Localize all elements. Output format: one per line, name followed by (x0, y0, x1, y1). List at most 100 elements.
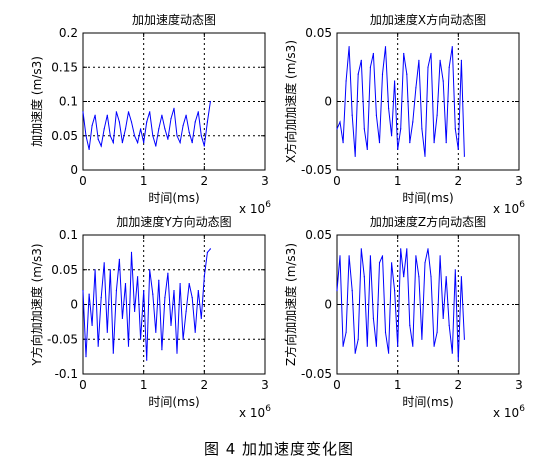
data-point (179, 283, 181, 285)
data-point (103, 128, 105, 130)
data-point (375, 345, 377, 347)
y-axis-label: X方向加加速度 (m/s3) (283, 40, 298, 163)
x-tick-label: 1 (394, 174, 402, 188)
data-point (463, 338, 465, 340)
data-point (191, 297, 193, 299)
y-tick-label: 0.05 (305, 26, 332, 40)
data-point (140, 338, 142, 340)
x-multiplier-base: x 10 (493, 202, 519, 216)
data-point (106, 114, 108, 116)
data-point (149, 269, 151, 271)
data-point (109, 135, 111, 137)
data-point (445, 142, 447, 144)
data-point (152, 293, 154, 295)
data-point (448, 324, 450, 326)
x-axis-label: 时间(ms) (148, 395, 199, 409)
chart-title: 加加速度动态图 (132, 12, 216, 27)
data-point (463, 155, 465, 157)
data-point (88, 148, 90, 150)
data-point (127, 111, 130, 113)
data-point (366, 148, 368, 150)
data-point (460, 59, 462, 62)
data-point (421, 338, 423, 340)
data-point (173, 107, 175, 109)
data-point (203, 276, 205, 278)
data-point (155, 331, 157, 333)
x-multiplier: x 106 (239, 404, 271, 420)
data-point (134, 135, 136, 137)
data-point (403, 52, 405, 55)
data-point (194, 331, 196, 333)
data-point (182, 124, 184, 127)
data-point (149, 111, 151, 113)
data-point (342, 345, 344, 347)
data-point (448, 66, 450, 68)
data-point (406, 73, 408, 75)
y-tick-label: 0 (70, 163, 78, 177)
data-point (109, 269, 111, 271)
data-point (158, 279, 160, 281)
data-point (115, 290, 117, 292)
data-point (130, 121, 133, 123)
data-point (97, 138, 99, 140)
x-tick-label: 2 (201, 174, 209, 188)
data-point (451, 352, 453, 354)
data-point (161, 349, 163, 351)
data-point (185, 114, 187, 116)
data-point (170, 118, 172, 120)
data-point (152, 135, 154, 137)
data-point (176, 352, 178, 354)
y-axis-label: Y方向加加速度 (m/s3) (29, 243, 44, 366)
data-point (197, 111, 199, 113)
data-point (82, 290, 84, 292)
data-point (140, 128, 142, 130)
data-point (100, 297, 102, 299)
data-point (433, 142, 435, 144)
data-point (378, 262, 381, 264)
y-tick-label: -0.1 (55, 367, 78, 381)
data-point (115, 111, 117, 113)
data-point (194, 121, 196, 123)
data-point (384, 331, 387, 333)
x-tick-label: 3 (261, 378, 269, 392)
data-point (451, 46, 453, 48)
data-point (127, 345, 130, 347)
x-tick-label: 2 (455, 174, 463, 188)
data-point (436, 331, 438, 333)
data-point (433, 345, 435, 347)
data-point (357, 73, 359, 75)
data-point (412, 345, 414, 347)
data-point (130, 251, 133, 253)
data-point (188, 131, 190, 133)
data-point (146, 359, 148, 361)
data-point (85, 135, 87, 137)
data-point (112, 142, 114, 144)
data-point (400, 128, 402, 130)
y-tick-label: 0 (324, 95, 332, 109)
data-point (124, 128, 127, 130)
data-point (442, 317, 444, 319)
data-point (88, 293, 90, 295)
data-point (91, 124, 93, 127)
x-multiplier: x 106 (493, 200, 525, 216)
data-point (94, 269, 96, 271)
data-point (345, 80, 347, 82)
x-multiplier: x 106 (239, 200, 271, 216)
data-point (91, 324, 93, 326)
data-point (206, 251, 208, 253)
data-point (112, 352, 114, 354)
data-point (418, 276, 420, 278)
data-point (106, 331, 108, 333)
x-tick-label: 3 (515, 378, 523, 392)
data-point (372, 317, 374, 319)
data-point (357, 338, 359, 340)
data-point (424, 155, 426, 157)
data-point (418, 59, 420, 62)
data-point (345, 331, 347, 333)
data-point (100, 145, 102, 147)
x-multiplier-base: x 10 (239, 406, 265, 420)
data-point (445, 276, 447, 278)
